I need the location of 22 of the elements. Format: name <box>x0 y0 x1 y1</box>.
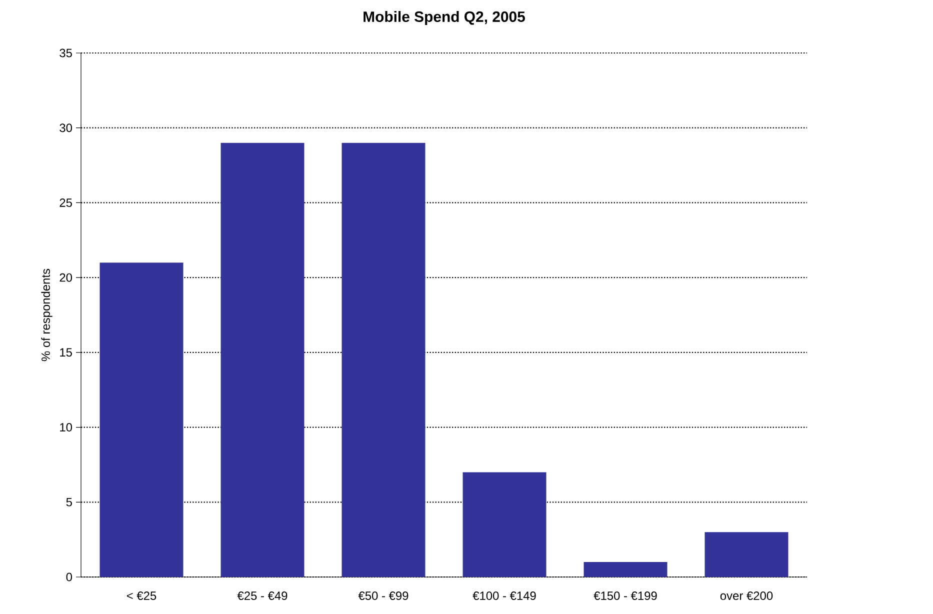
x-tick-label: €150 - €199 <box>594 592 657 600</box>
y-tick-label: 20 <box>60 273 72 282</box>
y-tick-label: 35 <box>60 48 72 58</box>
bar <box>220 142 304 577</box>
x-tick-label: €100 - €149 <box>472 592 536 600</box>
bar <box>584 562 668 577</box>
y-tick-label: 5 <box>66 498 72 506</box>
x-tick-label: < €25 <box>126 592 156 600</box>
bar <box>100 262 184 577</box>
x-tick-label: over €200 <box>720 592 773 600</box>
y-axis-title: % of respondents <box>41 268 52 362</box>
y-tick-label: 10 <box>60 423 72 432</box>
bar <box>462 472 546 577</box>
y-tick-label: 0 <box>66 572 72 582</box>
y-tick-label: 25 <box>60 198 72 207</box>
chart-title: Mobile Spend Q2, 2005 <box>364 11 525 25</box>
x-tick-label: €25 - €49 <box>237 592 288 600</box>
y-tick-label: 15 <box>60 348 72 357</box>
y-tick-label: 30 <box>60 124 72 132</box>
x-tick-label: €50 - €99 <box>358 592 408 600</box>
bar <box>342 142 426 577</box>
bar <box>704 532 788 577</box>
